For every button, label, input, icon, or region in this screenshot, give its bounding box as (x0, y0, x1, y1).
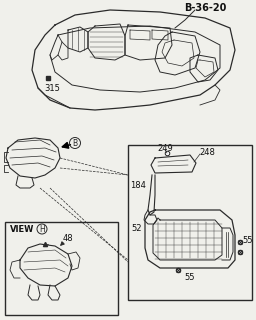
Text: VIEW: VIEW (10, 225, 34, 234)
Text: B: B (72, 139, 78, 148)
Text: 184: 184 (130, 180, 146, 189)
Text: 55: 55 (185, 274, 195, 283)
Text: 249: 249 (157, 143, 173, 153)
Bar (5, 222, 118, 315)
Text: 248: 248 (199, 148, 215, 156)
Text: 55: 55 (243, 236, 253, 244)
Text: B-36-20: B-36-20 (184, 3, 226, 13)
Text: H: H (39, 225, 45, 234)
Text: 315: 315 (44, 84, 60, 92)
Text: 48: 48 (63, 234, 73, 243)
Bar (128, 145, 252, 300)
Text: 52: 52 (132, 223, 142, 233)
